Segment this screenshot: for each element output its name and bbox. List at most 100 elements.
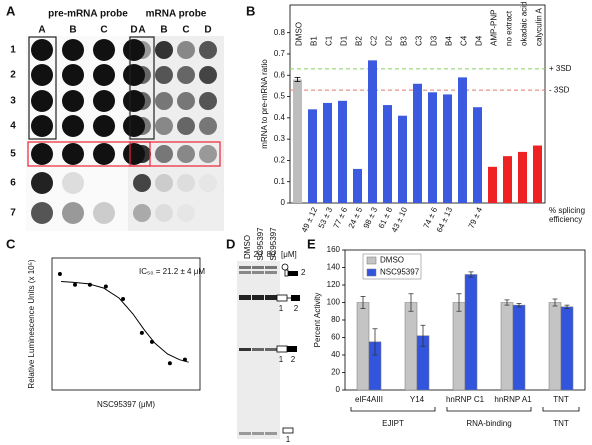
bar: [548, 302, 562, 391]
y-tick-label: 40: [331, 350, 340, 359]
lane-label: DMSO: [243, 235, 252, 259]
panel-label: B: [246, 3, 255, 18]
y-tick-label: 0.7: [274, 49, 286, 58]
x-tick-label: D3: [430, 35, 439, 46]
bar: [413, 83, 422, 203]
group-label: EJIPT: [382, 419, 404, 428]
blot-dot: [123, 64, 145, 86]
column-label: C: [182, 25, 189, 36]
y-tick-label: 100: [327, 298, 341, 307]
blot-dot: [199, 92, 217, 110]
bar: [428, 92, 437, 203]
column-label: B: [69, 25, 76, 36]
blot-dot: [155, 174, 173, 192]
x-tick-label: TNT: [553, 395, 569, 404]
exon: [291, 295, 300, 301]
dose-label: -: [244, 250, 247, 259]
bar: [560, 306, 574, 391]
blot-dot: [62, 172, 84, 194]
gel-band: [252, 266, 264, 269]
blot-dot: [31, 90, 53, 112]
data-point: [167, 361, 172, 366]
plot-frame: [51, 257, 201, 391]
x-tick-label: C4: [460, 35, 469, 46]
blot-dot: [93, 90, 115, 112]
x-tick-label: DMSO: [295, 22, 304, 46]
y-tick-label: 0.4: [274, 113, 286, 122]
gel-band: [239, 348, 251, 351]
x-tick-label: D4: [475, 35, 484, 46]
blot-dot: [177, 117, 195, 135]
x-tick-label: B1: [310, 36, 319, 46]
error-bar: [564, 304, 570, 310]
bar: [398, 115, 407, 203]
x-tick-label: hnRNP C1: [446, 395, 485, 404]
y-tick-label: 0.6: [274, 70, 286, 79]
blot-dot: [177, 66, 195, 84]
legend-swatch: [366, 256, 377, 265]
bar: [458, 77, 467, 203]
blot-dot: [62, 39, 84, 61]
row-label: 1: [10, 45, 16, 56]
band-label: 2: [291, 355, 296, 364]
blot-dot: [31, 143, 53, 165]
column-label: C: [100, 25, 107, 36]
y-tick-label: 60: [331, 333, 340, 342]
data-point: [73, 282, 78, 287]
gel-band: [252, 295, 264, 300]
gel-band: [265, 266, 277, 269]
y-tick-label: 0.8: [274, 28, 286, 37]
blot-dot: [62, 64, 84, 86]
y-tick-label: 0: [281, 198, 286, 207]
blot-dot: [199, 66, 217, 84]
blot-dot: [31, 202, 53, 224]
bar: [356, 302, 370, 391]
x-tick-label: no extract: [505, 10, 514, 46]
blot-dot: [31, 172, 53, 194]
y-tick-label: 120: [327, 280, 341, 289]
blot-dot: [93, 202, 115, 224]
row-label: 4: [10, 121, 16, 132]
highlight-box: [129, 36, 155, 140]
bar: [404, 302, 418, 391]
data-point: [121, 297, 126, 302]
column-label: A: [138, 25, 145, 36]
x-tick-label: B2: [355, 36, 364, 46]
splicing-title: efficiency: [549, 215, 582, 224]
x-tick-label: calyculin A: [535, 8, 544, 46]
bar: [452, 302, 466, 391]
column-label: D: [204, 25, 211, 36]
column-label: A: [38, 25, 45, 36]
x-tick-label: D2: [385, 35, 394, 46]
row-label: 5: [10, 149, 16, 160]
blot-dot: [177, 145, 195, 163]
blot-dot: [177, 204, 195, 222]
panel-label: E: [307, 236, 316, 251]
blot-dot: [155, 66, 173, 84]
highlight-box: [27, 141, 151, 167]
exon: [276, 294, 288, 302]
gel-band: [239, 266, 251, 269]
blot-dot: [177, 92, 195, 110]
bar: [308, 109, 317, 203]
y-tick-label: 0.5: [274, 92, 286, 101]
data-point: [103, 284, 108, 289]
dose-label: 20: [254, 250, 263, 259]
group-label: RNA-binding: [466, 419, 511, 428]
blot-dot: [123, 143, 145, 165]
band-label: 2: [294, 304, 299, 313]
band-label: 1: [286, 435, 291, 444]
gel-band: [252, 348, 264, 351]
bar: [512, 304, 526, 391]
row-label: 7: [10, 208, 16, 219]
blot-dot: [62, 115, 84, 137]
gel-band: [265, 432, 277, 435]
band-label: 1: [279, 355, 284, 364]
x-tick-label: okadaic acid: [520, 2, 529, 46]
column-label: B: [160, 25, 167, 36]
blot-dot: [177, 174, 195, 192]
legend-swatch: [366, 268, 377, 277]
x-tick-label: hnRNP A1: [494, 395, 532, 404]
blot-dot: [199, 41, 217, 59]
blot-dot: [31, 64, 53, 86]
